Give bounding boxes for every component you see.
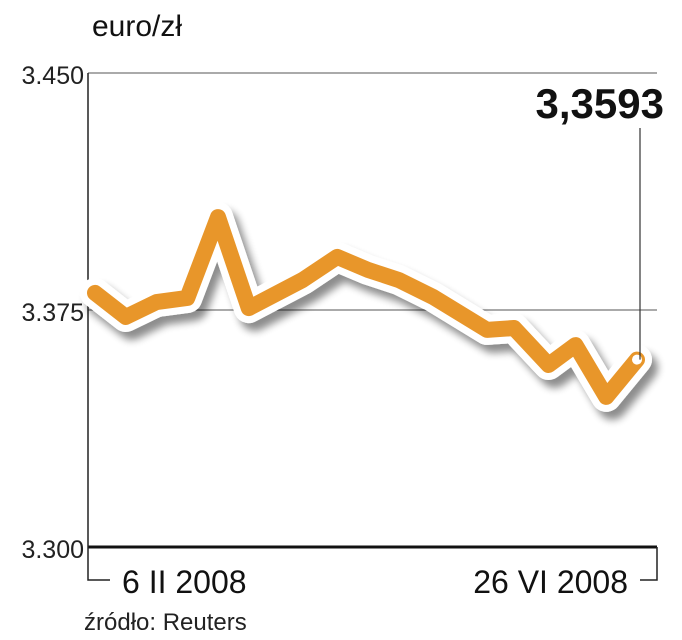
x-tick-label: 26 VI 2008 xyxy=(473,564,628,600)
y-tick-label: 3.300 xyxy=(21,536,84,564)
y-tick-label: 3.375 xyxy=(21,299,84,327)
y-tick-label: 3.450 xyxy=(21,62,84,90)
x-tick-label: 6 II 2008 xyxy=(122,564,247,600)
x-axis-bracket-right xyxy=(640,547,658,581)
series-line-group xyxy=(80,202,652,412)
chart-title: euro/zł xyxy=(92,10,182,43)
source-note: źródło: Reuters xyxy=(84,609,247,636)
last-value-label: 3,3593 xyxy=(536,80,664,127)
y-axis-line xyxy=(87,73,110,581)
